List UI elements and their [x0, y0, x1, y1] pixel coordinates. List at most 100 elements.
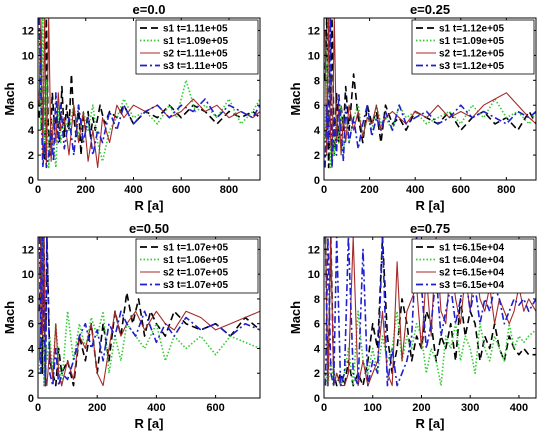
legend-label: s1 t=1.11e+05	[163, 24, 228, 35]
y-tick-label: 2	[314, 368, 320, 380]
x-tick-label: 100	[364, 402, 382, 414]
x-tick-label: 800	[497, 184, 515, 196]
axes-frame	[37, 17, 261, 181]
x-tick-label: 800	[220, 184, 238, 196]
y-axis-label: Mach	[2, 82, 17, 115]
x-tick-label: 600	[452, 184, 470, 196]
x-tick-label: 200	[77, 184, 95, 196]
axes-frame	[323, 17, 537, 181]
legend-label: s1 t=1.07e+05	[163, 243, 228, 254]
legend-label: s1 t=6.04e+04	[439, 255, 504, 266]
series-group	[38, 18, 260, 169]
y-tick-label: 8	[28, 75, 34, 87]
series-line-3	[38, 18, 260, 169]
y-tick-label: 10	[22, 269, 34, 281]
y-tick-label: 8	[314, 294, 320, 306]
series-line-3	[38, 237, 260, 387]
x-tick-label: 200	[88, 402, 106, 414]
x-axis-label: R [a]	[416, 198, 445, 213]
legend-label: s1 t=1.12e+05	[439, 24, 504, 35]
y-tick-label: 0	[28, 393, 34, 405]
y-tick-label: 6	[314, 319, 320, 331]
x-tick-label: 0	[35, 402, 41, 414]
series-line-1	[38, 237, 260, 387]
legend-label: s2 t=1.11e+05	[163, 49, 228, 60]
x-tick-label: 600	[206, 402, 224, 414]
series-group	[38, 237, 260, 387]
y-tick-label: 10	[308, 50, 320, 62]
legend-label: s1 t=1.09e+05	[163, 36, 228, 47]
y-axis-label: Mach	[288, 301, 303, 334]
y-tick-label: 8	[28, 294, 34, 306]
legend-label: s3 t=1.07e+05	[163, 280, 228, 291]
chart-panel-1: 0 200 400 600 800 0 2 4 6 8 10 12 e=0.0 R [a] Mach s1 t…	[2, 2, 261, 213]
y-tick-label: 10	[308, 269, 320, 281]
legend-label: s2 t=6.15e+04	[439, 268, 504, 279]
legend-label: s1 t=1.06e+05	[163, 255, 228, 266]
chart-title: e=0.25	[410, 2, 450, 17]
chart-panel-4: 0 100 200 300 400 0 2 4 6 8 10 12 e=0.75 R [a] Mach s1 …	[288, 221, 537, 431]
y-tick-label: 0	[314, 175, 320, 187]
x-tick-label: 200	[360, 184, 378, 196]
chart-title: e=0.0	[133, 2, 166, 17]
chart-panel-3: 0 200 400 600 0 2 4 6 8 10 12 e=0.50 R [a] Mach s1 t=1…	[2, 221, 261, 431]
x-axis-label: R [a]	[135, 416, 164, 431]
series-line-2	[324, 310, 536, 387]
y-tick-label: 4	[28, 343, 35, 355]
y-tick-label: 12	[308, 25, 320, 37]
series-line-4	[324, 237, 536, 387]
x-tick-label: 300	[461, 402, 479, 414]
chart-title: e=0.75	[410, 221, 450, 236]
legend-label: s2 t=1.07e+05	[163, 268, 228, 279]
x-tick-label: 400	[406, 184, 424, 196]
x-tick-label: 400	[124, 184, 142, 196]
y-tick-label: 6	[314, 100, 320, 112]
y-tick-label: 2	[28, 150, 34, 162]
y-axis-label: Mach	[2, 301, 17, 334]
series-group	[324, 18, 536, 169]
chart-panel-2: 0 200 400 600 800 0 2 4 6 8 10 12 e=0.25 R [a] Mach s1 …	[288, 2, 537, 213]
y-tick-label: 4	[314, 125, 321, 137]
series-line-3	[324, 18, 536, 169]
y-axis-label: Mach	[288, 82, 303, 115]
series-line-4	[38, 18, 260, 169]
x-tick-label: 400	[510, 402, 528, 414]
x-tick-label: 200	[412, 402, 430, 414]
series-line-4	[38, 237, 260, 387]
legend-label: s2 t=1.12e+05	[439, 49, 504, 60]
x-axis-label: R [a]	[135, 198, 164, 213]
y-tick-label: 4	[314, 343, 321, 355]
x-tick-label: 600	[172, 184, 190, 196]
axes-frame	[323, 236, 537, 399]
x-axis-label: R [a]	[416, 416, 445, 431]
legend-label: s3 t=1.11e+05	[163, 61, 228, 72]
x-tick-label: 0	[321, 402, 327, 414]
y-tick-label: 2	[28, 368, 34, 380]
y-tick-label: 12	[22, 25, 34, 37]
series-group	[324, 237, 536, 387]
chart-title: e=0.50	[129, 221, 169, 236]
x-tick-label: 0	[321, 184, 327, 196]
y-tick-label: 8	[314, 75, 320, 87]
y-tick-label: 6	[28, 100, 34, 112]
y-tick-label: 0	[314, 393, 320, 405]
legend-label: s1 t=6.15e+04	[439, 243, 504, 254]
legend-label: s3 t=6.15e+04	[439, 280, 504, 291]
y-tick-label: 10	[22, 50, 34, 62]
y-tick-label: 2	[314, 150, 320, 162]
legend-label: s1 t=1.09e+05	[439, 36, 504, 47]
x-tick-label: 0	[35, 184, 41, 196]
y-tick-label: 4	[28, 125, 35, 137]
y-tick-label: 0	[28, 175, 34, 187]
y-tick-label: 6	[28, 319, 34, 331]
y-tick-label: 12	[22, 244, 34, 256]
y-tick-label: 12	[308, 244, 320, 256]
legend-label: s3 t=1.12e+05	[439, 61, 504, 72]
axes-frame	[37, 236, 261, 399]
